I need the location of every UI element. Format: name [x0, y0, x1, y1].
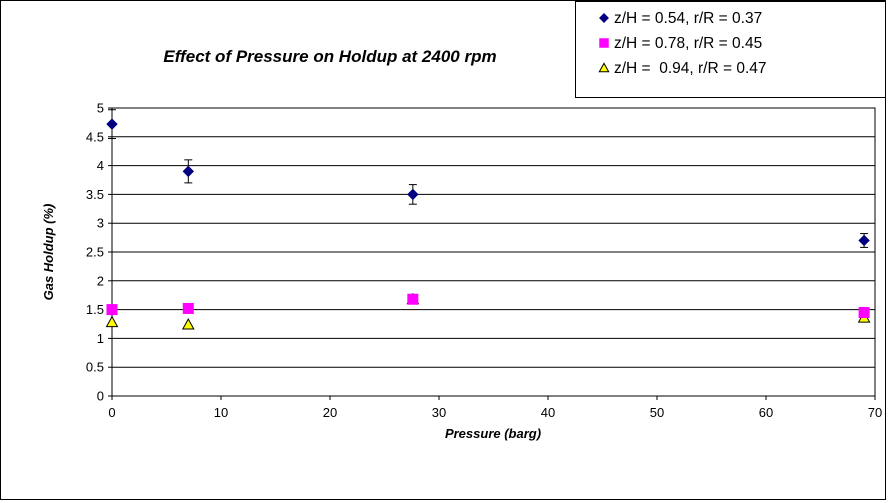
data-marks [105, 109, 871, 330]
chart-title: Effect of Pressure on Holdup at 2400 rpm [163, 47, 496, 66]
y-tick-label-4: 2 [97, 273, 104, 288]
y-tick-label-6: 3 [97, 216, 104, 231]
legend-label-0: z/H = 0.54, r/R = 0.37 [614, 10, 762, 27]
y-tick-label-10: 5 [97, 101, 104, 116]
y-tick-label-1: 0.5 [86, 360, 104, 375]
y-tick-label-7: 3.5 [86, 187, 104, 202]
point-s1-p3 [858, 306, 870, 318]
x-tick-label-2: 20 [323, 405, 337, 420]
x-tick-label-5: 50 [650, 405, 664, 420]
point-s0-p1 [182, 165, 195, 178]
x-tick-label-7: 70 [868, 405, 882, 420]
point-s2-p0 [105, 315, 119, 328]
x-tick-label-6: 60 [759, 405, 773, 420]
legend-box [575, 1, 886, 98]
x-tick-label-1: 10 [214, 405, 228, 420]
point-s0-p2 [407, 188, 419, 201]
y-tick-label-3: 1.5 [86, 302, 104, 317]
y-axis-title: Gas Holdup (%) [41, 204, 56, 301]
x-tick-label-4: 40 [541, 405, 555, 420]
legend-marker-1 [599, 38, 609, 48]
legend-marker-0 [599, 13, 609, 23]
x-tick-label-3: 30 [432, 405, 446, 420]
y-tick-label-2: 1 [97, 331, 104, 346]
legend-label-2: z/H = 0.94, r/R = 0.47 [614, 60, 767, 77]
y-tick-label-0: 0 [97, 389, 104, 404]
y-tick-label-9: 4.5 [86, 129, 104, 144]
point-s1-p1 [182, 302, 194, 314]
point-s0-p3 [858, 234, 870, 247]
legend-marker-2 [598, 62, 610, 73]
y-tick-label-5: 2.5 [86, 245, 104, 260]
x-axis-ticks: 0 10 20 30 40 50 60 70 [108, 396, 882, 420]
legend: z/H = 0.54, r/R = 0.37 z/H = 0.78, r/R = … [598, 10, 767, 77]
x-axis-title: Pressure (barg) [445, 426, 541, 441]
point-s1-p0 [106, 304, 118, 316]
x-tick-label-0: 0 [108, 405, 115, 420]
y-axis-ticks: 0 0.5 1 1.5 2 2.5 3 3.5 4 4.5 5 [86, 101, 112, 404]
y-tick-label-8: 4 [97, 158, 104, 173]
point-s2-p1 [181, 318, 195, 330]
point-s1-p2 [407, 293, 419, 305]
legend-label-1: z/H = 0.78, r/R = 0.45 [614, 35, 762, 52]
point-s0-p0 [106, 118, 118, 130]
grid-lines [112, 136, 875, 368]
